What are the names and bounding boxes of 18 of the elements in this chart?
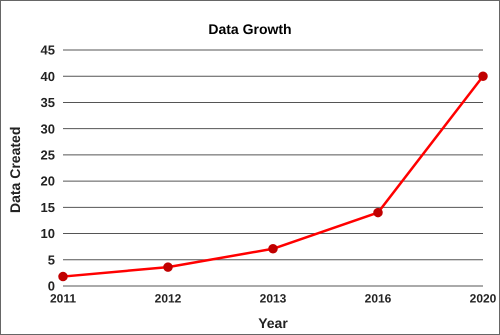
y-tick-label: 20 xyxy=(40,174,55,189)
y-tick-label: 35 xyxy=(40,95,55,110)
y-tick-label: 45 xyxy=(40,42,55,58)
y-tick-label: 25 xyxy=(40,148,55,163)
y-tick-label: 5 xyxy=(48,252,55,268)
x-tick-label: 2012 xyxy=(154,292,182,306)
x-tick-label: 2020 xyxy=(470,292,497,306)
y-tick-label: 40 xyxy=(40,68,55,84)
y-tick-label: 15 xyxy=(40,200,55,215)
x-tick-label: 2013 xyxy=(260,292,287,306)
y-tick-label: 10 xyxy=(40,226,55,242)
x-axis-title: Year xyxy=(258,315,288,331)
y-axis-title: Data Created xyxy=(6,126,23,213)
y-tick-label: 0 xyxy=(48,278,55,294)
y-tick-label: 30 xyxy=(40,121,55,136)
x-tick-label: 2011 xyxy=(50,292,76,306)
chart-title: Data Growth xyxy=(207,21,293,37)
x-tick-label: 2016 xyxy=(364,292,392,306)
